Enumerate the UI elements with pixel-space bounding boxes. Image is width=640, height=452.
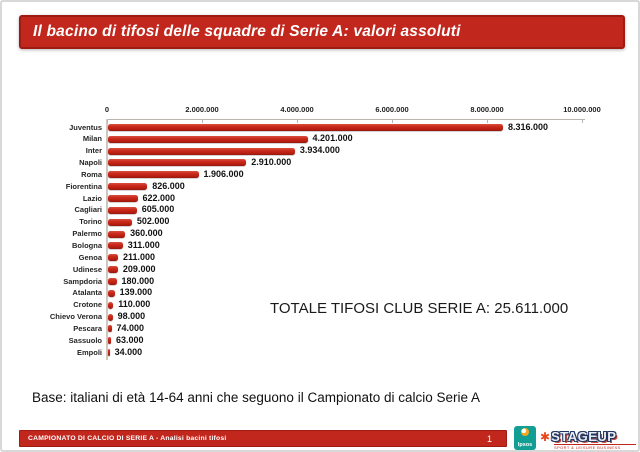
value-label: 360.000 xyxy=(130,228,163,239)
bar xyxy=(108,277,117,285)
value-label: 74.000 xyxy=(116,322,145,333)
x-tick-label: 0 xyxy=(104,105,110,114)
bar xyxy=(108,325,112,333)
ipsos-emblem-icon xyxy=(521,428,529,436)
category-label: Juventus xyxy=(69,122,102,132)
x-tick-label: 2.000.000 xyxy=(185,105,219,114)
category-label: Genoa xyxy=(78,252,102,262)
value-label: 34.000 xyxy=(114,346,143,357)
value-label: 8.316.000 xyxy=(508,121,549,132)
y-axis-line xyxy=(106,119,108,360)
footer-text: CAMPIONATO DI CALCIO DI SERIE A - Analis… xyxy=(28,435,227,442)
x-tick-mark xyxy=(297,120,298,123)
bar xyxy=(108,206,137,214)
category-label: Chievo Verona xyxy=(49,312,102,322)
bar xyxy=(108,230,126,238)
page-number: 1 xyxy=(486,433,492,444)
category-label: Sassuolo xyxy=(68,335,102,345)
value-label: 211.000 xyxy=(123,251,156,262)
category-label: Atalanta xyxy=(72,288,102,298)
category-label: Torino xyxy=(79,217,102,227)
category-label: Cagliari xyxy=(74,205,102,215)
value-label: 98.000 xyxy=(117,311,146,322)
x-axis-line xyxy=(107,119,585,120)
x-tick-mark xyxy=(107,120,108,123)
category-label: Fiorentina xyxy=(65,181,102,191)
bar xyxy=(108,242,123,250)
total-annotation: TOTALE TIFOSI CLUB SERIE A: 25.611.000 xyxy=(270,300,569,317)
value-label: 826.000 xyxy=(152,180,185,191)
category-label: Pescara xyxy=(73,323,102,333)
bar xyxy=(108,171,199,179)
x-tick-label: 8.000.000 xyxy=(470,105,504,114)
value-label: 502.000 xyxy=(136,216,170,227)
value-label: 4.201.000 xyxy=(312,133,353,144)
bar xyxy=(108,301,114,309)
x-tick-mark xyxy=(392,120,393,123)
category-label: Napoli xyxy=(79,158,102,168)
value-label: 311.000 xyxy=(127,240,160,250)
stageup-logo-text: STAGEUP xyxy=(551,429,617,444)
x-tick-label: 4.000.000 xyxy=(280,105,314,114)
bar xyxy=(108,254,119,262)
category-label: Bologna xyxy=(72,241,102,250)
x-tick-mark xyxy=(487,120,488,123)
bar xyxy=(108,159,247,167)
x-tick-label: 6.000.000 xyxy=(375,105,409,114)
value-label: 605.000 xyxy=(141,204,175,215)
category-label: Inter xyxy=(85,146,102,156)
value-label: 209.000 xyxy=(122,263,156,274)
stageup-logo: ✱ STAGEUP SPORT & LEISURE BUSINESS xyxy=(540,429,636,450)
bar xyxy=(108,135,308,143)
footer-bar: CAMPIONATO DI CALCIO DI SERIE A - Analis… xyxy=(19,430,507,447)
category-label: Palermo xyxy=(72,229,102,239)
bar xyxy=(108,313,113,321)
ipsos-logo-text: Ipsos xyxy=(517,442,533,448)
value-label: 139.000 xyxy=(119,287,153,298)
stageup-star-icon: ✱ xyxy=(540,429,551,444)
title-banner: Il bacino di tifosi delle squadre di Ser… xyxy=(19,15,625,49)
value-label: 622.000 xyxy=(142,192,176,203)
category-label: Lazio xyxy=(82,193,102,203)
bar xyxy=(108,266,118,274)
category-label: Crotone xyxy=(73,300,102,310)
stageup-tagline: SPORT & LEISURE BUSINESS xyxy=(554,444,636,450)
category-label: Roma xyxy=(81,169,102,179)
bar xyxy=(108,349,110,357)
bar xyxy=(108,218,132,226)
category-label: Empoli xyxy=(76,347,102,357)
page-title: Il bacino di tifosi delle squadre di Ser… xyxy=(33,23,461,40)
bar xyxy=(108,289,115,297)
value-label: 180.000 xyxy=(121,275,155,286)
bar xyxy=(108,195,138,203)
bar xyxy=(108,123,503,131)
value-label: 3.934.000 xyxy=(299,145,340,156)
value-label: 1.906.000 xyxy=(203,168,244,179)
category-label: Milan xyxy=(82,134,102,144)
value-label: 63.000 xyxy=(115,334,144,345)
bar xyxy=(108,147,295,155)
x-tick-mark xyxy=(202,120,203,123)
category-label: Udinese xyxy=(72,264,102,274)
category-label: Sampdoria xyxy=(63,276,102,286)
bar xyxy=(108,183,148,191)
value-label: 2.910.000 xyxy=(251,157,292,168)
x-tick-label: 10.000.000 xyxy=(563,105,601,114)
base-note: Base: italiani di età 14-64 anni che seg… xyxy=(32,390,481,405)
ipsos-logo: Ipsos xyxy=(514,426,536,450)
x-tick-mark xyxy=(582,120,583,123)
bar xyxy=(108,337,111,345)
value-label: 110.000 xyxy=(118,299,151,310)
